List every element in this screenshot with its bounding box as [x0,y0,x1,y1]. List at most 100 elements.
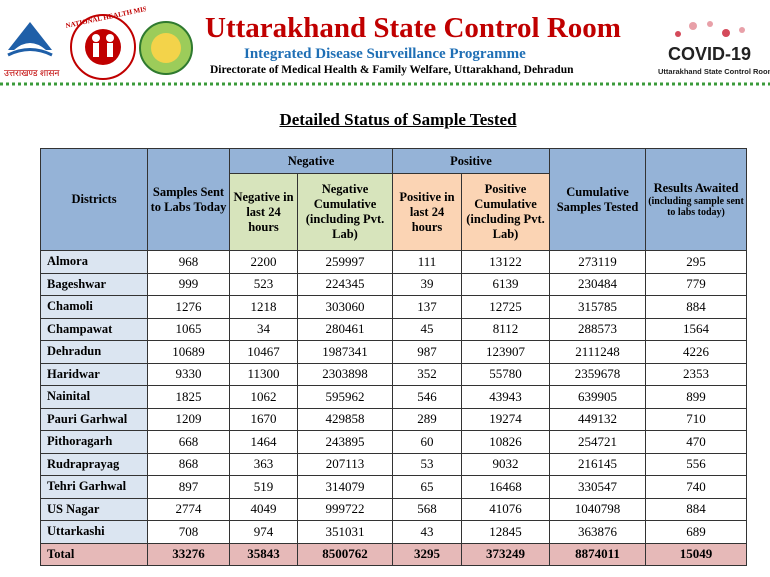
value-cell: 11300 [229,362,298,386]
table-row: US Nagar 2774 4049 999722 568 41076 1040798 884 [40,497,747,521]
value-cell: 10689 [147,340,230,364]
district-cell: Almora [40,250,148,274]
value-cell: 137 [392,295,462,319]
value-cell: 41076 [461,497,550,521]
column-header-text: Results Awaited [653,181,739,195]
value-cell: 8500762 [297,542,393,566]
heading: Detailed Status of Sample Tested [279,110,517,129]
value-cell: 4049 [229,497,298,521]
status-table: Districts Samples Sent to Labs Today Neg… [40,148,747,566]
left-logo-text: उत्तराखण्ड शासन [4,68,60,78]
column-header: Negative in last 24 hours [229,173,298,251]
district-cell: Dehradun [40,340,148,364]
value-cell: 897 [147,475,230,499]
column-header: Positive in last 24 hours [392,173,462,251]
value-cell: 1670 [229,407,298,431]
value-cell: 363 [229,452,298,476]
value-cell: 303060 [297,295,393,319]
state-emblem [7,22,53,57]
table-row: Total 33276 35843 8500762 3295 373249 8874011 1… [40,542,747,566]
column-header: Results Awaited (including sample sent to… [645,148,747,251]
value-cell: 546 [392,385,462,409]
value-cell: 470 [645,430,747,454]
value-cell: 429858 [297,407,393,431]
value-cell: 708 [147,520,230,544]
value-cell: 3295 [392,542,462,566]
value-cell: 39 [392,272,462,296]
table-row: Pauri Garhwal 1209 1670 429858 289 19274 44913… [40,407,747,431]
value-cell: 330547 [549,475,646,499]
table-row: Pithoragarh 668 1464 243895 60 10826 254721 470 [40,430,747,454]
value-cell: 352 [392,362,462,386]
table-row: Chamoli 1276 1218 303060 137 12725 315785 884 [40,295,747,319]
value-cell: 639905 [549,385,646,409]
value-cell: 216145 [549,452,646,476]
value-cell: 1564 [645,317,747,341]
table-row: Rudraprayag 868 363 207113 53 9032 216145 556 [40,452,747,476]
value-cell: 15049 [645,542,747,566]
value-cell: 111 [392,250,462,274]
nhm-text-wrap: NATIONAL HEALTH MISSION [66,2,146,30]
value-cell: 884 [645,497,747,521]
table-row: Uttarkashi 708 974 351031 43 12845 363876 689 [40,520,747,544]
value-cell: 230484 [549,272,646,296]
district-cell: Total [40,542,148,566]
table-row: Bageshwar 999 523 224345 39 6139 230484 779 [40,272,747,296]
value-cell: 45 [392,317,462,341]
value-cell: 987 [392,340,462,364]
value-cell: 523 [229,272,298,296]
table-row: Champawat 1065 34 280461 45 8112 288573 1564 [40,317,747,341]
table-body: Almora 968 2200 259997 111 13122 273119 295 Bage… [40,250,747,566]
value-cell: 740 [645,475,747,499]
value-cell: 259997 [297,250,393,274]
value-cell: 1464 [229,430,298,454]
column-header: Negative Cumulative (including Pvt. Lab) [297,173,393,251]
value-cell: 43943 [461,385,550,409]
column-header: Positive Cumulative (including Pvt. Lab) [461,173,550,251]
value-cell: 1825 [147,385,230,409]
value-cell: 10826 [461,430,550,454]
value-cell: 595962 [297,385,393,409]
value-cell: 2111248 [549,340,646,364]
value-cell: 1209 [147,407,230,431]
value-cell: 289 [392,407,462,431]
value-cell: 1062 [229,385,298,409]
value-cell: 363876 [549,520,646,544]
column-header: Cumulative Samples Tested [549,148,646,251]
district-cell: US Nagar [40,497,148,521]
district-cell: Haridwar [40,362,148,386]
value-cell: 4226 [645,340,747,364]
value-cell: 1065 [147,317,230,341]
value-cell: 273119 [549,250,646,274]
value-cell: 999722 [297,497,393,521]
value-cell: 6139 [461,272,550,296]
value-cell: 280461 [297,317,393,341]
value-cell: 779 [645,272,747,296]
value-cell: 710 [645,407,747,431]
subtitle: Integrated Disease Surveillance Programm… [244,46,526,62]
group-header: Positive [392,148,550,174]
value-cell: 9330 [147,362,230,386]
covid-logo: COVID-19 [668,44,752,64]
value-cell: 668 [147,430,230,454]
value-cell: 9032 [461,452,550,476]
column-header: Districts [40,148,148,251]
table-row: Tehri Garhwal 897 519 314079 65 16468 330547 74… [40,475,747,499]
table-row: Almora 968 2200 259997 111 13122 273119 295 [40,250,747,274]
value-cell: 315785 [549,295,646,319]
value-cell: 351031 [297,520,393,544]
value-cell: 314079 [297,475,393,499]
column-header: Samples Sent to Labs Today [147,148,230,251]
group-header: Negative [229,148,393,174]
value-cell: 295 [645,250,747,274]
value-cell: 13122 [461,250,550,274]
value-cell: 568 [392,497,462,521]
value-cell: 968 [147,250,230,274]
value-cell: 2200 [229,250,298,274]
value-cell: 999 [147,272,230,296]
value-cell: 33276 [147,542,230,566]
value-cell: 2359678 [549,362,646,386]
value-cell: 868 [147,452,230,476]
value-cell: 254721 [549,430,646,454]
